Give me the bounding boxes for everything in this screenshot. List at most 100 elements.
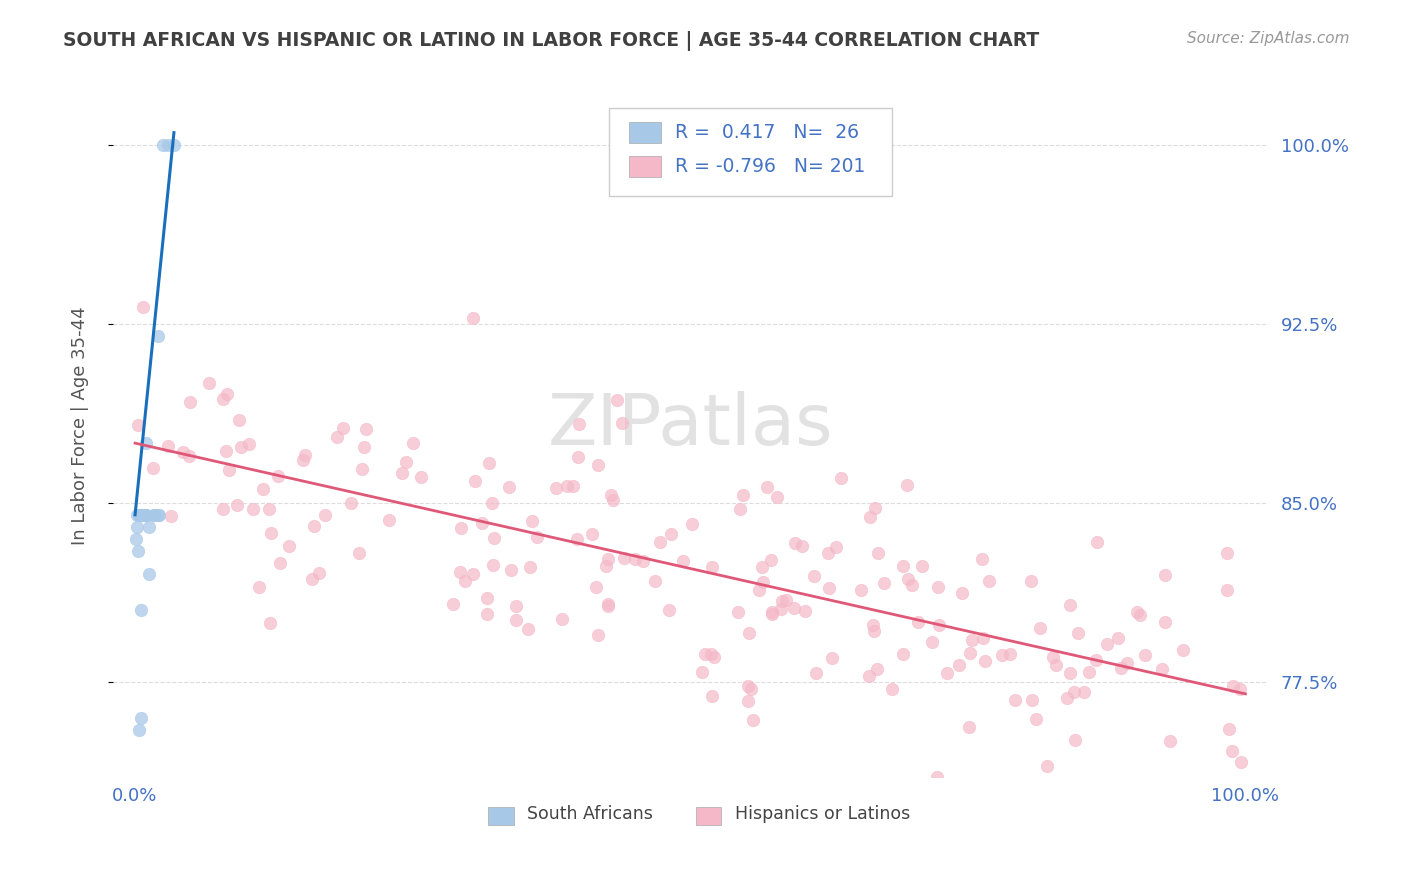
Point xyxy=(172,444,194,458)
Point xyxy=(658,602,681,616)
Text: ZIPatlas: ZIPatlas xyxy=(547,391,832,459)
Point xyxy=(1073,685,1095,699)
Point xyxy=(128,723,150,737)
Point xyxy=(551,612,574,626)
Point xyxy=(1218,723,1240,737)
Point xyxy=(1135,648,1157,662)
Point xyxy=(1025,712,1047,726)
Point xyxy=(134,508,156,522)
Point xyxy=(259,615,281,630)
Point xyxy=(142,508,165,522)
Point xyxy=(1085,652,1108,666)
Point xyxy=(596,597,619,611)
Point xyxy=(198,376,221,391)
Point xyxy=(128,508,150,522)
Point xyxy=(606,392,628,407)
Point xyxy=(959,646,981,660)
Point xyxy=(127,418,149,433)
Point xyxy=(238,436,260,450)
Point xyxy=(738,626,761,640)
Point xyxy=(761,605,783,619)
Point xyxy=(134,508,156,522)
Point xyxy=(394,454,416,468)
Text: SOUTH AFRICAN VS HISPANIC OR LATINO IN LABOR FORCE | AGE 35-44 CORRELATION CHART: SOUTH AFRICAN VS HISPANIC OR LATINO IN L… xyxy=(63,31,1039,51)
Text: R = -0.796   N= 201: R = -0.796 N= 201 xyxy=(675,157,866,177)
Point xyxy=(700,560,723,574)
Point xyxy=(599,488,621,502)
Point xyxy=(751,560,773,574)
Point xyxy=(1029,621,1052,635)
Point xyxy=(681,517,703,532)
Point xyxy=(148,508,170,522)
Point xyxy=(803,569,825,583)
Point xyxy=(586,627,609,641)
Point xyxy=(567,532,589,546)
Point xyxy=(1078,665,1101,680)
Point xyxy=(1222,679,1244,693)
Point xyxy=(212,392,235,407)
Point xyxy=(156,439,179,453)
Point xyxy=(865,501,887,516)
Point xyxy=(391,466,413,480)
Point xyxy=(766,491,789,505)
Point xyxy=(567,417,589,431)
Point xyxy=(672,554,695,568)
Point xyxy=(478,457,501,471)
Point xyxy=(891,558,914,573)
Point xyxy=(464,475,486,489)
Y-axis label: In Labor Force | Age 35-44: In Labor Force | Age 35-44 xyxy=(72,306,89,544)
Point xyxy=(588,458,610,472)
Point xyxy=(730,502,752,516)
Point xyxy=(972,632,994,646)
Point xyxy=(748,582,770,597)
Point xyxy=(973,653,995,667)
Point xyxy=(481,558,503,572)
Point xyxy=(1116,656,1139,670)
Point xyxy=(127,543,149,558)
Point xyxy=(957,720,980,734)
Point xyxy=(260,525,283,540)
Point xyxy=(544,482,567,496)
Point xyxy=(301,572,323,586)
Point xyxy=(441,597,464,611)
Point xyxy=(1036,759,1059,773)
Point xyxy=(302,518,325,533)
Point xyxy=(783,536,806,550)
Point xyxy=(449,565,471,579)
Point xyxy=(1056,691,1078,706)
Point xyxy=(177,449,200,463)
Point xyxy=(1216,546,1239,560)
Point xyxy=(752,575,775,590)
Point xyxy=(135,508,157,522)
Point xyxy=(217,387,239,401)
Point xyxy=(1129,607,1152,622)
Point xyxy=(347,546,370,560)
Point xyxy=(475,591,498,605)
Point xyxy=(308,566,330,580)
Point xyxy=(948,658,970,673)
Point xyxy=(218,463,240,477)
Point xyxy=(1230,755,1253,769)
Point xyxy=(277,539,299,553)
Text: R =  0.417   N=  26: R = 0.417 N= 26 xyxy=(675,123,859,143)
Point xyxy=(567,450,589,464)
Point xyxy=(314,508,336,522)
Point xyxy=(471,516,494,531)
Point xyxy=(770,602,793,616)
Point xyxy=(859,509,882,524)
Point xyxy=(862,624,884,638)
Point xyxy=(129,711,152,725)
Point xyxy=(921,635,943,649)
Point xyxy=(257,501,280,516)
Point xyxy=(163,137,186,152)
Point xyxy=(960,632,983,647)
Point xyxy=(1045,657,1067,672)
Point xyxy=(127,508,149,522)
Point xyxy=(353,440,375,454)
Point xyxy=(129,603,152,617)
Point xyxy=(146,328,169,343)
Point xyxy=(1000,648,1022,662)
Point xyxy=(562,479,585,493)
Point xyxy=(129,508,152,522)
Point xyxy=(868,545,890,559)
